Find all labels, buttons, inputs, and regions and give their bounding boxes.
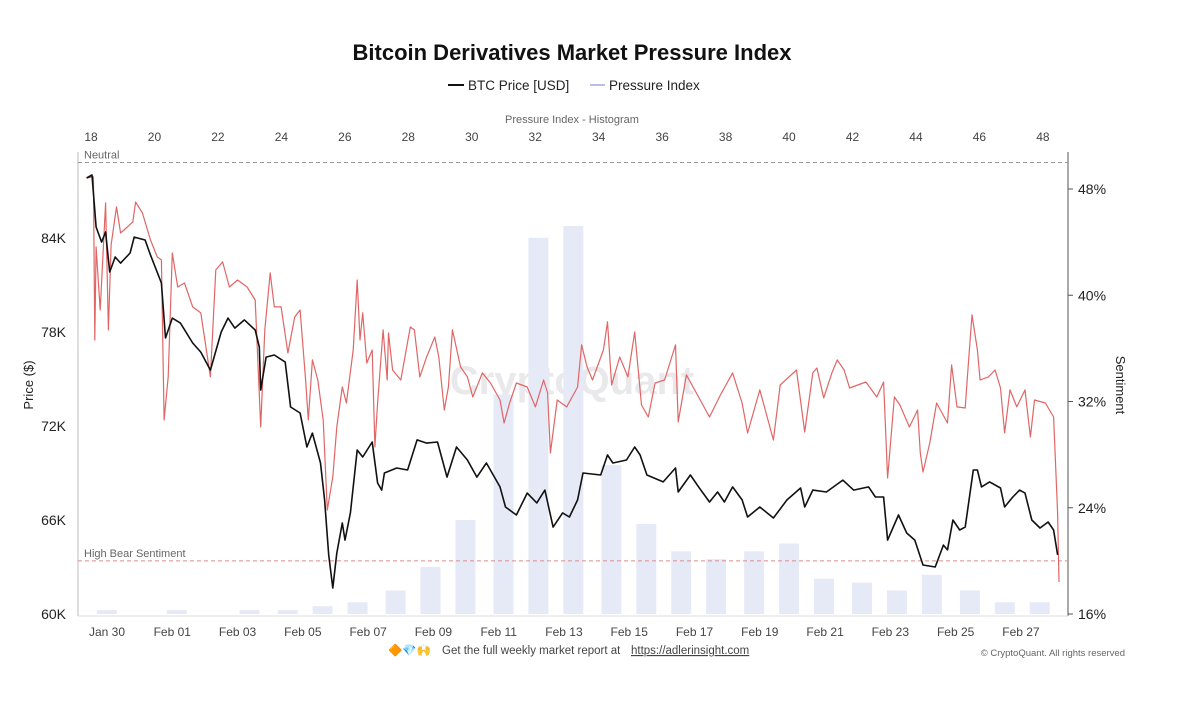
histogram-bar: [959, 590, 980, 614]
histogram-bar: [455, 519, 476, 614]
high-bear-label: High Bear Sentiment: [84, 548, 186, 560]
bottom-tick-label: Feb 17: [676, 625, 714, 639]
footer-text: Get the full weekly market report at: [442, 645, 621, 657]
top-tick-label: 46: [973, 130, 987, 144]
histogram-bar: [385, 590, 406, 614]
right-tick-label: 32%: [1078, 394, 1106, 410]
histogram-bar: [420, 566, 441, 614]
top-tick-label: 48: [1036, 130, 1050, 144]
histogram-bar: [166, 610, 187, 614]
histogram-bar: [96, 610, 117, 614]
right-tick-label: 40%: [1078, 287, 1106, 303]
histogram-bar: [994, 602, 1015, 614]
top-tick-label: 24: [275, 130, 289, 144]
histogram-bar: [347, 602, 368, 614]
top-tick-label: 34: [592, 130, 606, 144]
histogram-bar: [852, 582, 873, 614]
top-tick-label: 32: [529, 130, 543, 144]
right-axis-ticks: 16% 24% 32% 40% 48%: [1068, 181, 1106, 622]
right-tick-label: 24%: [1078, 500, 1106, 516]
histogram-bar: [493, 394, 514, 614]
histogram-bar: [671, 551, 692, 614]
histogram-bar: [744, 551, 765, 614]
pressure-index-line: [86, 176, 1060, 583]
bottom-tick-label: Feb 05: [284, 625, 322, 639]
neutral-label: Neutral: [84, 149, 119, 161]
legend: BTC Price [USD] Pressure Index: [448, 78, 700, 93]
chart-title: Bitcoin Derivatives Market Pressure Inde…: [353, 40, 793, 65]
left-tick-label: 84K: [41, 230, 67, 246]
bottom-tick-label: Feb 27: [1002, 625, 1040, 639]
left-axis-label: Price ($): [21, 360, 36, 409]
histogram-bar: [601, 465, 622, 614]
top-tick-label: 22: [211, 130, 225, 144]
bottom-tick-label: Feb 13: [545, 625, 583, 639]
bottom-tick-label: Feb 15: [611, 625, 649, 639]
top-tick-label: 40: [782, 130, 796, 144]
top-tick-label: 38: [719, 130, 733, 144]
bottom-tick-label: Feb 23: [872, 625, 910, 639]
bottom-tick-label: Feb 19: [741, 625, 779, 639]
top-axis-label: Pressure Index - Histogram: [505, 114, 639, 126]
histogram-bar: [312, 606, 333, 614]
histogram-bar: [706, 559, 727, 614]
btc-price-line: [86, 174, 1059, 589]
left-tick-label: 78K: [41, 324, 67, 340]
right-axis-label: Sentiment: [1113, 356, 1128, 415]
top-tick-label: 36: [655, 130, 669, 144]
bottom-tick-label: Feb 11: [480, 625, 517, 639]
right-tick-label: 16%: [1078, 606, 1106, 622]
histogram-bar: [1029, 602, 1050, 614]
bottom-tick-label: Feb 07: [349, 625, 387, 639]
bottom-tick-label: Feb 09: [415, 625, 453, 639]
histogram-bar: [779, 543, 800, 614]
histogram-bar: [636, 523, 657, 614]
left-tick-label: 72K: [41, 418, 67, 434]
histogram-bar: [921, 574, 942, 614]
legend-label-pressure: Pressure Index: [609, 78, 700, 93]
top-tick-label: 44: [909, 130, 923, 144]
histogram-bar: [277, 610, 298, 614]
histogram-bar: [813, 578, 834, 614]
left-axis-ticks: 60K 66K 72K 78K 84K: [41, 230, 67, 622]
bottom-tick-label: Feb 25: [937, 625, 975, 639]
legend-label-btc: BTC Price [USD]: [468, 78, 569, 93]
bottom-tick-label: Feb 03: [219, 625, 257, 639]
left-tick-label: 66K: [41, 512, 67, 528]
footer-emojis: 🔶💎🙌: [388, 643, 431, 657]
bottom-axis-ticks: Jan 30 Feb 01 Feb 03 Feb 05 Feb 07 Feb 09 Feb …: [89, 625, 1040, 639]
histogram-bar: [528, 237, 549, 614]
histogram-bar: [239, 610, 260, 614]
top-tick-label: 42: [846, 130, 860, 144]
top-tick-label: 18: [84, 130, 98, 144]
footer: 🔶💎🙌 Get the full weekly market report at…: [388, 643, 1125, 659]
top-tick-label: 20: [148, 130, 162, 144]
bottom-tick-label: Jan 30: [89, 625, 125, 639]
bottom-tick-label: Feb 01: [154, 625, 192, 639]
histogram-bar: [886, 590, 907, 614]
footer-link[interactable]: https://adlerinsight.com: [631, 645, 749, 657]
top-tick-label: 28: [402, 130, 416, 144]
histogram-bar: [563, 226, 584, 614]
bottom-tick-label: Feb 21: [806, 625, 844, 639]
right-tick-label: 48%: [1078, 181, 1106, 197]
copyright: © CryptoQuant. All rights reserved: [981, 648, 1125, 659]
top-tick-label: 26: [338, 130, 352, 144]
top-tick-label: 30: [465, 130, 479, 144]
left-tick-label: 60K: [41, 606, 67, 622]
reference-lines: Neutral High Bear Sentiment: [78, 149, 1068, 562]
top-axis-ticks: 18 20 22 24 26 28 30 32 34 36 38 40 42 44 46 48: [84, 130, 1050, 144]
